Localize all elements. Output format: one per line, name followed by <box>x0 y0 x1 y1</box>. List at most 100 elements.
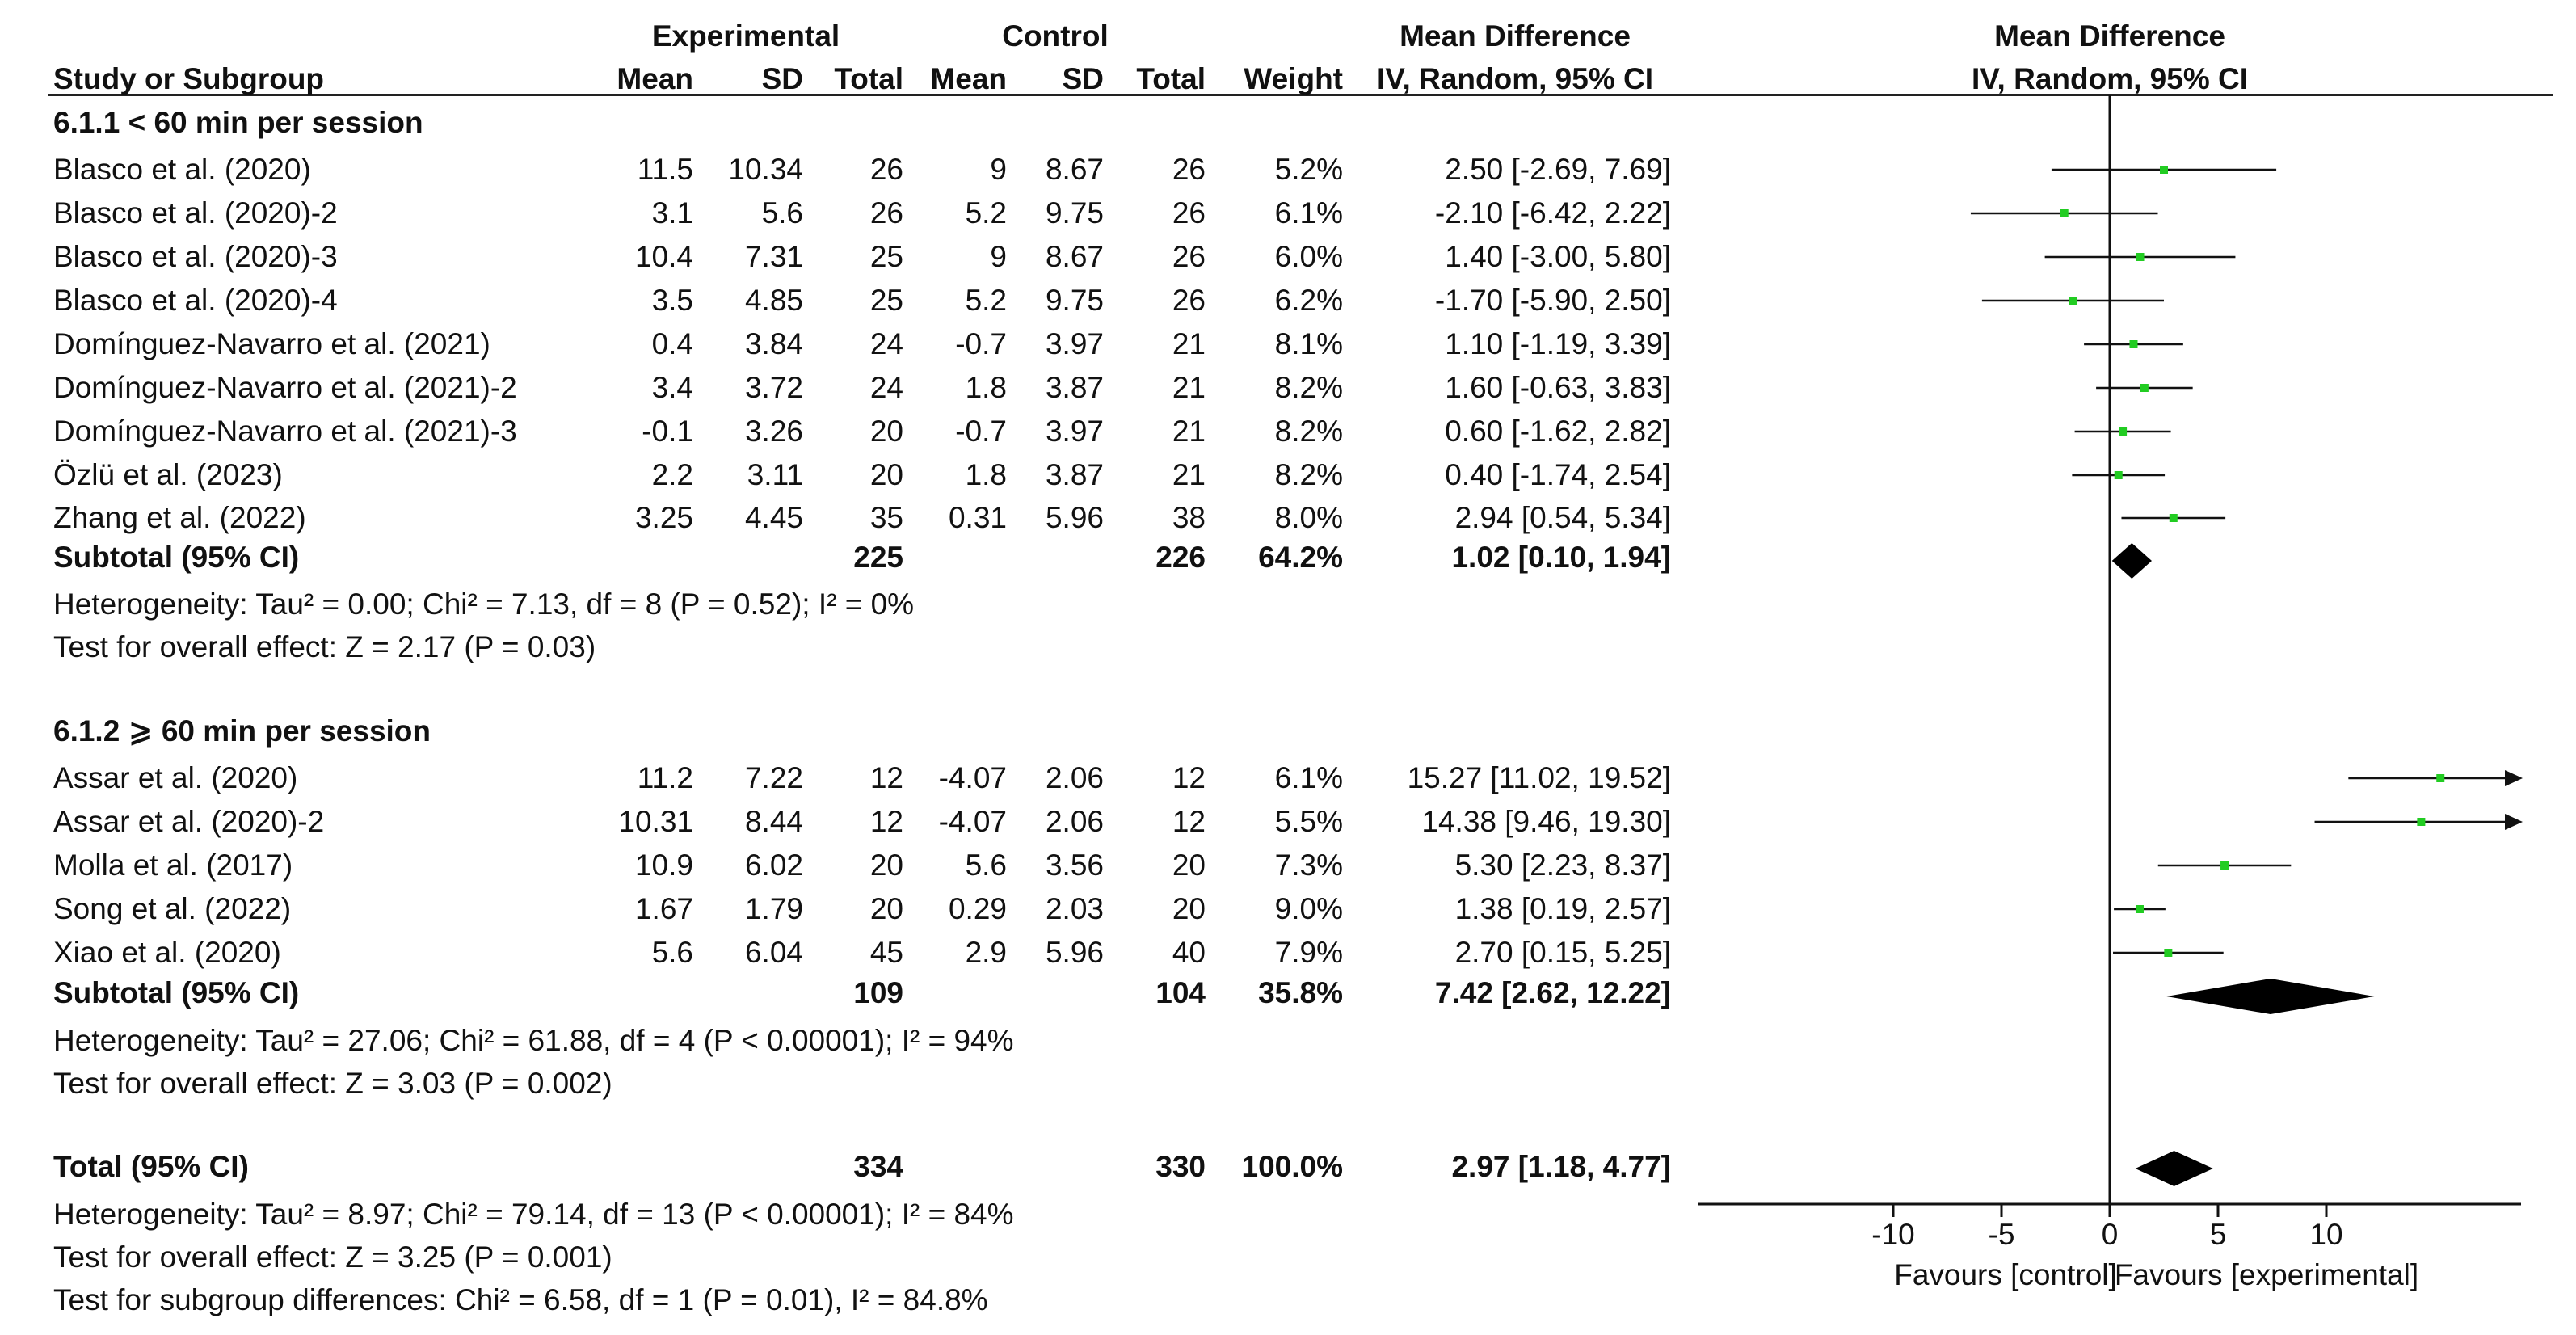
study-total-e: 45 <box>869 936 903 969</box>
study-ci: -2.10 [-6.42, 2.22] <box>1434 196 1671 230</box>
study-sd-c: 3.87 <box>1045 458 1104 491</box>
total-overall-effect: Test for overall effect: Z = 3.25 (P = 0… <box>53 1240 612 1274</box>
study-sd-c: 3.87 <box>1045 371 1104 404</box>
subgroup-overall-effect: Test for overall effect: Z = 2.17 (P = 0… <box>53 630 596 663</box>
study-sd-e: 7.31 <box>744 240 803 273</box>
study-sd-e: 3.26 <box>744 415 803 448</box>
study-total-e: 20 <box>869 849 903 882</box>
study-sd-e: 4.45 <box>744 501 803 534</box>
subgroup-title: 6.1.1 < 60 min per session <box>53 106 423 139</box>
subtotal-total-c: 104 <box>1155 976 1206 1009</box>
axis-tick-label: 5 <box>2209 1218 2227 1251</box>
study-weight: 7.3% <box>1274 849 1343 882</box>
study-sd-c: 5.96 <box>1045 936 1104 969</box>
header-mean-c: Mean <box>930 62 1007 95</box>
study-sd-c: 8.67 <box>1045 240 1104 273</box>
point-estimate-square <box>2160 166 2168 174</box>
point-estimate-square <box>2135 905 2144 913</box>
study-total-c: 26 <box>1172 240 1206 273</box>
study-sd-c: 5.96 <box>1045 501 1104 534</box>
study-sd-c: 2.06 <box>1045 805 1104 838</box>
study-ci: 1.40 [-3.00, 5.80] <box>1445 240 1671 273</box>
study-mean-e: 11.5 <box>637 153 693 186</box>
study-total-e: 26 <box>869 196 903 230</box>
study-sd-e: 1.79 <box>744 892 803 925</box>
study-total-c: 26 <box>1172 284 1206 317</box>
header-study: Study or Subgroup <box>53 62 325 95</box>
study-mean-e: 2.2 <box>651 458 693 491</box>
header-sd-c: SD <box>1062 62 1104 95</box>
study-sd-c: 3.56 <box>1045 849 1104 882</box>
study-total-e: 35 <box>869 501 903 534</box>
study-mean-e: 0.4 <box>651 327 693 360</box>
study-sd-e: 8.44 <box>744 805 803 838</box>
study-weight: 9.0% <box>1274 892 1343 925</box>
point-estimate-square <box>2119 427 2128 436</box>
total-total-c: 330 <box>1155 1150 1206 1183</box>
study-name: Assar et al. (2020) <box>53 761 298 794</box>
study-name: Blasco et al. (2020) <box>53 153 311 186</box>
subgroup-overall-effect: Test for overall effect: Z = 3.03 (P = 0… <box>53 1067 612 1100</box>
subgroup-heterogeneity: Heterogeneity: Tau² = 27.06; Chi² = 61.8… <box>53 1024 1014 1057</box>
study-name: Assar et al. (2020)-2 <box>53 805 325 838</box>
study-mean-c: 0.29 <box>948 892 1007 925</box>
point-estimate-square <box>2136 253 2145 261</box>
point-estimate-square <box>2060 209 2069 217</box>
study-total-c: 26 <box>1172 153 1206 186</box>
favours-experimental-label: Favours [experimental] <box>2114 1258 2419 1291</box>
study-sd-c: 9.75 <box>1045 284 1104 317</box>
study-sd-e: 3.72 <box>744 371 803 404</box>
study-mean-c: 1.8 <box>965 371 1007 404</box>
axis-tick-label: 10 <box>2309 1218 2343 1251</box>
study-total-e: 12 <box>869 805 903 838</box>
ci-arrow <box>2505 770 2523 786</box>
study-name: Domínguez-Navarro et al. (2021)-2 <box>53 371 517 404</box>
study-sd-c: 9.75 <box>1045 196 1104 230</box>
study-sd-e: 4.85 <box>744 284 803 317</box>
point-estimate-square <box>2129 340 2138 348</box>
study-ci: 0.40 [-1.74, 2.54] <box>1445 458 1671 491</box>
study-ci: -1.70 [-5.90, 2.50] <box>1434 284 1671 317</box>
study-ci: 5.30 [2.23, 8.37] <box>1454 849 1671 882</box>
study-mean-c: 1.8 <box>965 458 1007 491</box>
header-md-column-sub: IV, Random, 95% CI <box>1376 62 1653 95</box>
header-mean-e: Mean <box>617 62 693 95</box>
subgroup-title: 6.1.2 ⩾ 60 min per session <box>53 714 431 748</box>
study-mean-e: 11.2 <box>637 761 693 794</box>
study-weight: 6.1% <box>1274 196 1343 230</box>
total-weight: 100.0% <box>1241 1150 1344 1183</box>
study-weight: 8.1% <box>1274 327 1343 360</box>
study-mean-e: 3.25 <box>634 501 693 534</box>
study-mean-c: 0.31 <box>948 501 1007 534</box>
point-estimate-square <box>2417 818 2426 826</box>
study-sd-e: 10.34 <box>728 153 803 186</box>
study-total-c: 21 <box>1172 371 1206 404</box>
subtotal-weight: 35.8% <box>1258 976 1343 1009</box>
study-mean-c: -4.07 <box>938 805 1007 838</box>
point-estimate-square <box>2164 949 2173 957</box>
study-mean-c: -0.7 <box>955 415 1007 448</box>
total-total-e: 334 <box>853 1150 903 1183</box>
subgroup-heterogeneity: Heterogeneity: Tau² = 0.00; Chi² = 7.13,… <box>53 587 915 621</box>
study-mean-e: 3.4 <box>651 371 693 404</box>
study-sd-e: 7.22 <box>744 761 803 794</box>
study-total-e: 25 <box>869 284 903 317</box>
study-name: Blasco et al. (2020)-3 <box>53 240 338 273</box>
total-label: Total (95% CI) <box>53 1150 249 1183</box>
header-total-c: Total <box>1136 62 1206 95</box>
study-weight: 8.0% <box>1274 501 1343 534</box>
study-ci: 15.27 [11.02, 19.52] <box>1407 761 1671 794</box>
study-name: Xiao et al. (2020) <box>53 936 281 969</box>
study-total-e: 12 <box>869 761 903 794</box>
study-weight: 5.5% <box>1274 805 1343 838</box>
study-mean-e: 10.9 <box>634 849 693 882</box>
study-mean-e: 5.6 <box>651 936 693 969</box>
study-mean-c: 5.2 <box>965 196 1007 230</box>
study-ci: 2.94 [0.54, 5.34] <box>1454 501 1671 534</box>
study-mean-c: 9 <box>990 153 1007 186</box>
study-sd-e: 6.02 <box>744 849 803 882</box>
study-name: Domínguez-Navarro et al. (2021)-3 <box>53 415 517 448</box>
study-sd-e: 3.84 <box>744 327 803 360</box>
study-name: Blasco et al. (2020)-2 <box>53 196 338 230</box>
study-mean-e: -0.1 <box>642 415 693 448</box>
